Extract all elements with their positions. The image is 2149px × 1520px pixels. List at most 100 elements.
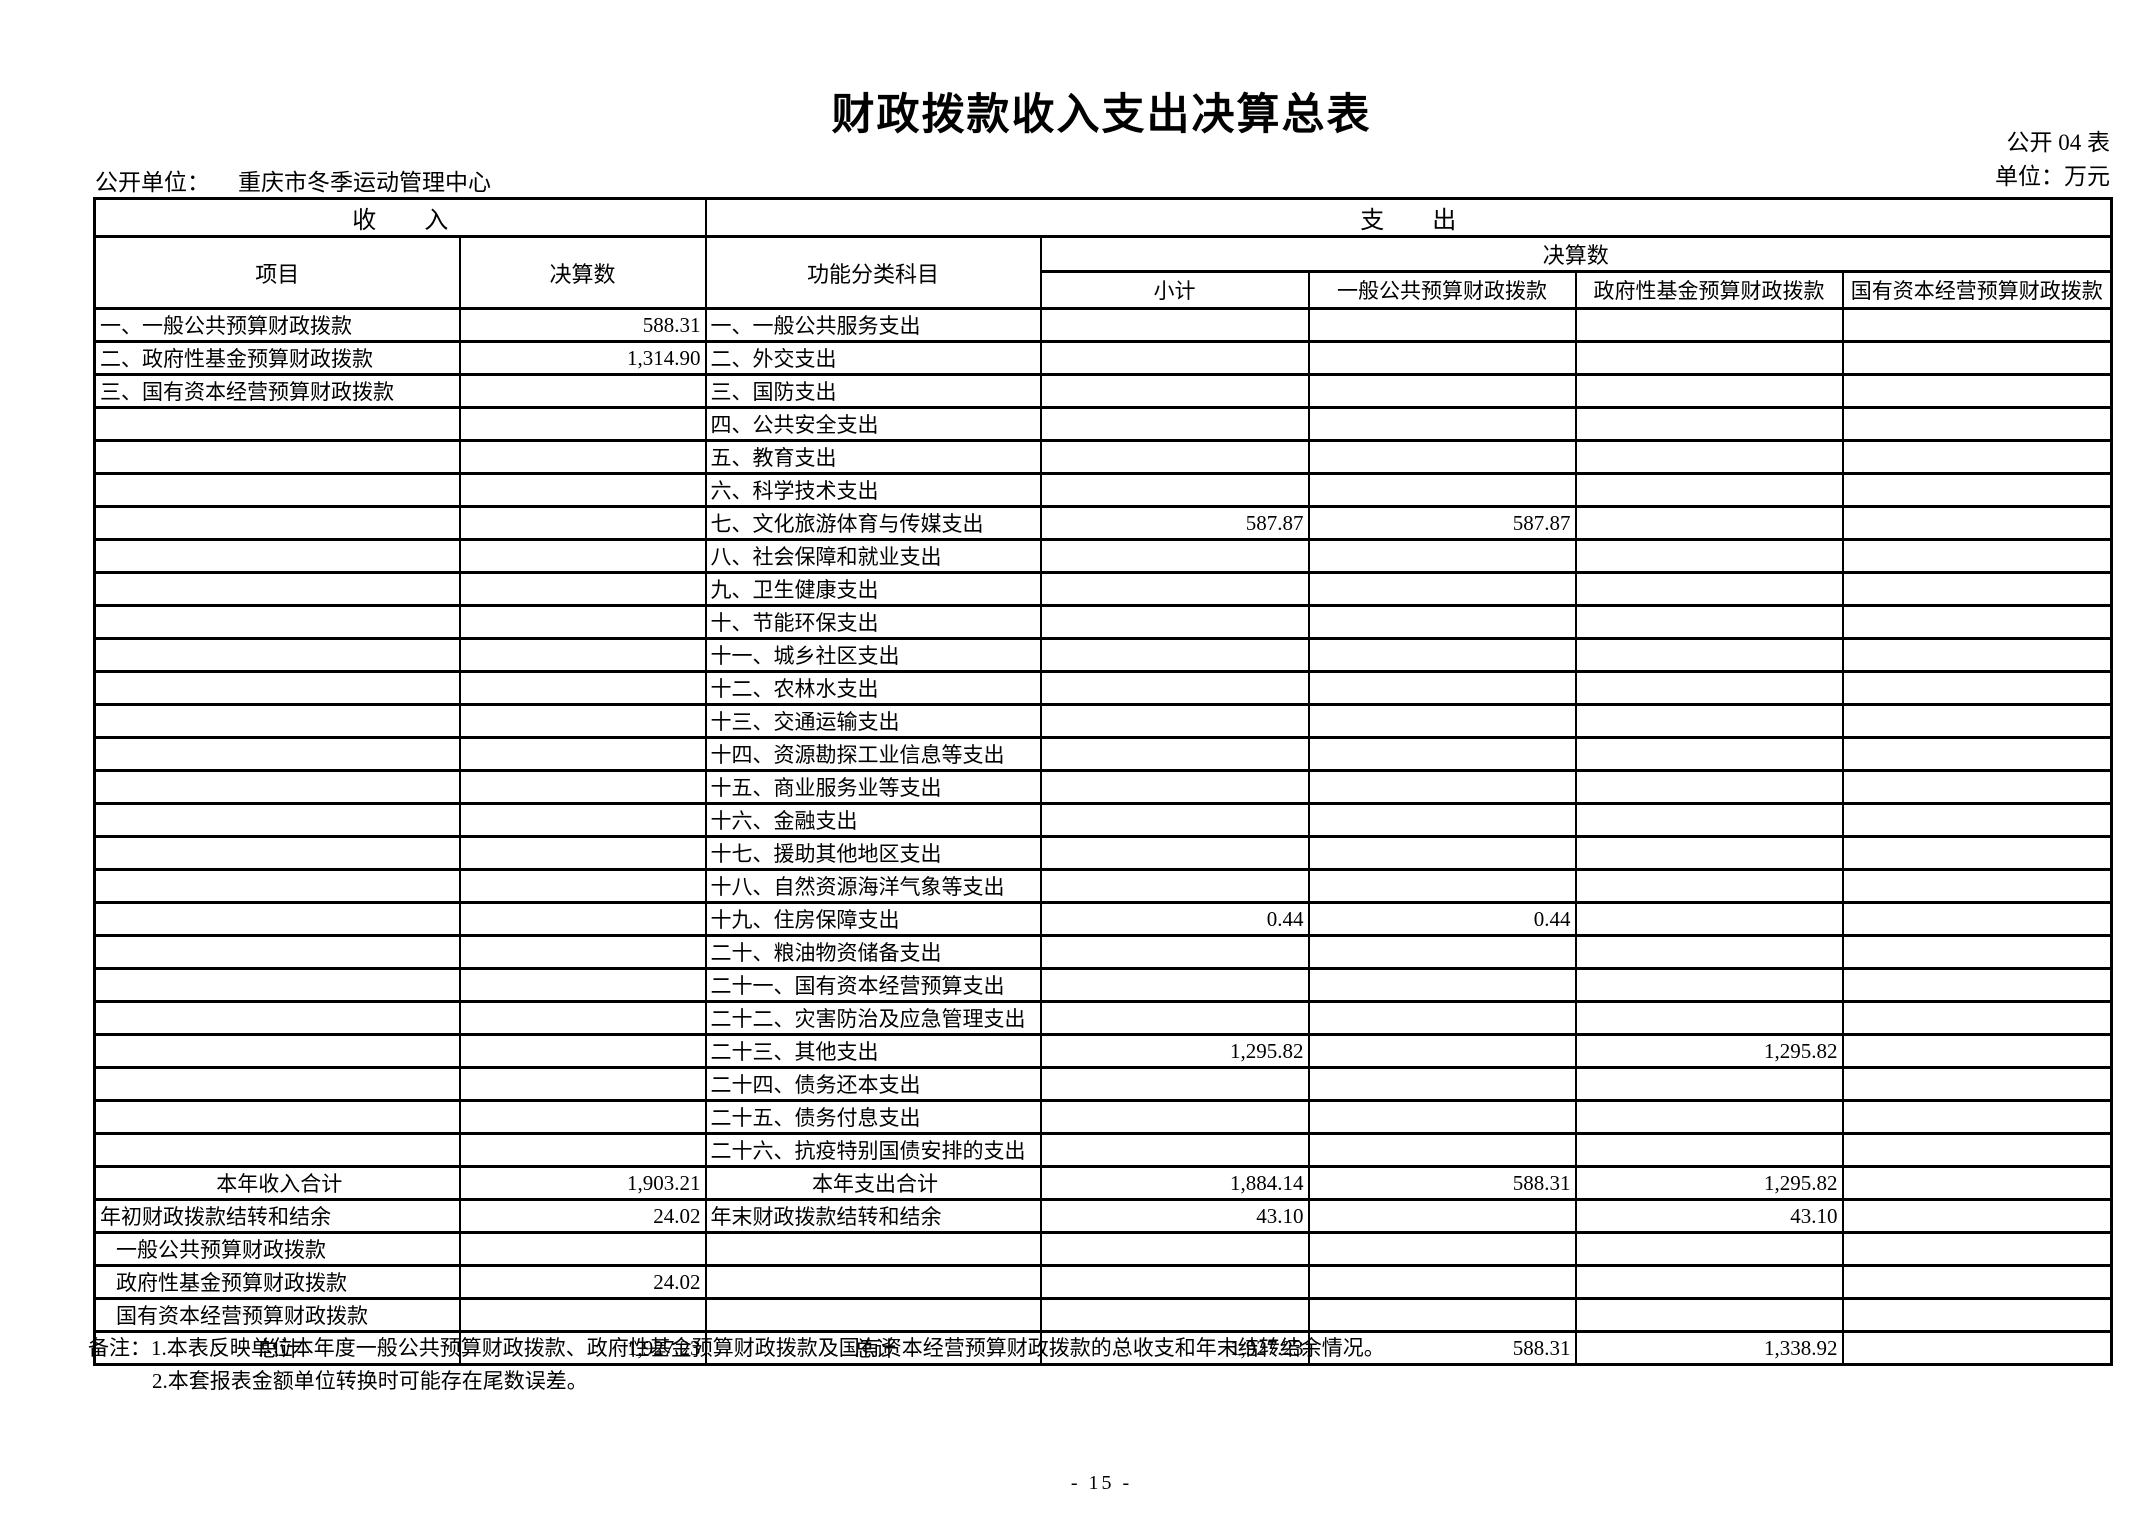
expense-general-budget-cell bbox=[1307, 637, 1577, 673]
table-row: 国有资本经营预算财政拨款 bbox=[93, 1297, 2113, 1333]
expense-subtotal-cell bbox=[1039, 472, 1310, 508]
expense-subtotal-cell bbox=[1039, 1132, 1310, 1168]
expense-state-capital-cell bbox=[1841, 373, 2113, 409]
expense-general-budget-cell: 588.31 bbox=[1307, 1165, 1577, 1201]
expense-state-capital-cell bbox=[1841, 1264, 2113, 1300]
expense-gov-fund-cell bbox=[1574, 439, 1844, 475]
expense-state-capital-cell bbox=[1841, 505, 2113, 541]
expense-subtotal-cell: 43.10 bbox=[1039, 1198, 1310, 1234]
expense-state-capital-cell bbox=[1841, 439, 2113, 475]
income-item-cell bbox=[93, 538, 461, 574]
expense-item-cell: 十二、农林水支出 bbox=[704, 670, 1042, 706]
income-item-cell: 一般公共预算财政拨款 bbox=[93, 1231, 461, 1267]
expense-general-budget-cell bbox=[1307, 1000, 1577, 1036]
expense-gov-fund-cell bbox=[1574, 1264, 1844, 1300]
expense-subtotal-cell bbox=[1039, 373, 1310, 409]
expense-gov-fund-cell bbox=[1574, 538, 1844, 574]
income-amount-cell bbox=[458, 571, 707, 607]
income-amount-cell bbox=[458, 604, 707, 640]
expense-subtotal-cell bbox=[1039, 703, 1310, 739]
income-amount-cell bbox=[458, 472, 707, 508]
income-item-cell bbox=[93, 1066, 461, 1102]
table-row: 二十六、抗疫特别国债安排的支出 bbox=[93, 1132, 2113, 1168]
expense-subtotal-cell: 0.44 bbox=[1039, 901, 1310, 937]
expense-item-cell: 十六、金融支出 bbox=[704, 802, 1042, 838]
table-row: 年初财政拨款结转和结余 24.02 年末财政拨款结转和结余 43.10 43.10 bbox=[93, 1198, 2113, 1234]
income-item-cell bbox=[93, 1132, 461, 1168]
income-amount-cell bbox=[458, 1297, 707, 1333]
expense-item-cell: 二十四、债务还本支出 bbox=[704, 1066, 1042, 1102]
expense-subtotal-cell bbox=[1039, 736, 1310, 772]
expense-item-cell: 二、外交支出 bbox=[704, 340, 1042, 376]
expense-gov-fund-cell bbox=[1574, 1297, 1844, 1333]
expense-general-budget-cell: 587.87 bbox=[1307, 505, 1577, 541]
income-item-cell bbox=[93, 769, 461, 805]
expense-gov-fund-cell: 1,295.82 bbox=[1574, 1165, 1844, 1201]
expense-general-budget-cell bbox=[1307, 1099, 1577, 1135]
expense-gov-fund-cell bbox=[1574, 703, 1844, 739]
expense-subtotal-cell bbox=[1039, 1297, 1310, 1333]
income-item-cell: 一、一般公共预算财政拨款 bbox=[93, 307, 461, 343]
income-item-cell bbox=[93, 901, 461, 937]
expense-state-capital-cell bbox=[1841, 967, 2113, 1003]
expense-state-capital-cell bbox=[1841, 1297, 2113, 1333]
expense-section-header: 支 出 bbox=[704, 197, 2113, 238]
income-item-cell bbox=[93, 736, 461, 772]
expense-general-budget-cell bbox=[1307, 1297, 1577, 1333]
expense-general-budget-cell bbox=[1307, 1231, 1577, 1267]
table-row: 十九、住房保障支出 0.44 0.44 bbox=[93, 901, 2113, 937]
expense-gov-fund-cell: 1,338.92 bbox=[1574, 1330, 1844, 1366]
income-item-cell bbox=[93, 670, 461, 706]
expense-subtotal-cell: 1,884.14 bbox=[1039, 1165, 1310, 1201]
expense-gov-fund-cell bbox=[1574, 1099, 1844, 1135]
expense-item-cell: 三、国防支出 bbox=[704, 373, 1042, 409]
expense-general-budget-cell bbox=[1307, 934, 1577, 970]
expense-subtotal-cell bbox=[1039, 1000, 1310, 1036]
income-amount-cell: 24.02 bbox=[458, 1198, 707, 1234]
expense-item-header: 功能分类科目 bbox=[704, 235, 1042, 310]
expense-item-cell: 十五、商业服务业等支出 bbox=[704, 769, 1042, 805]
page-number: - 15 - bbox=[1070, 1472, 1133, 1494]
table-row: 二十、粮油物资储备支出 bbox=[93, 934, 2113, 970]
expense-item-cell: 二十六、抗疫特别国债安排的支出 bbox=[704, 1132, 1042, 1168]
expense-item-cell: 四、公共安全支出 bbox=[704, 406, 1042, 442]
expense-state-capital-cell bbox=[1841, 1165, 2113, 1201]
expense-general-budget-cell: 0.44 bbox=[1307, 901, 1577, 937]
income-item-cell: 政府性基金预算财政拨款 bbox=[93, 1264, 461, 1300]
table-row: 二十五、债务付息支出 bbox=[93, 1099, 2113, 1135]
expense-subtotal-cell bbox=[1039, 406, 1310, 442]
table-row: 八、社会保障和就业支出 bbox=[93, 538, 2113, 574]
expense-gov-fund-cell bbox=[1574, 736, 1844, 772]
income-amount-cell bbox=[458, 802, 707, 838]
income-amount-cell bbox=[458, 868, 707, 904]
income-item-header: 项目 bbox=[93, 235, 461, 310]
table-row: 十六、金融支出 bbox=[93, 802, 2113, 838]
income-item-cell: 国有资本经营预算财政拨款 bbox=[93, 1297, 461, 1333]
expense-item-cell: 八、社会保障和就业支出 bbox=[704, 538, 1042, 574]
income-item-cell bbox=[93, 637, 461, 673]
expense-general-budget-cell bbox=[1307, 802, 1577, 838]
income-amount-cell bbox=[458, 1132, 707, 1168]
expense-subtotal-cell bbox=[1039, 967, 1310, 1003]
income-amount-cell bbox=[458, 769, 707, 805]
publishing-unit-label: 公开单位： bbox=[95, 170, 210, 195]
expense-state-capital-cell bbox=[1841, 406, 2113, 442]
income-item-cell bbox=[93, 1033, 461, 1069]
income-amount-cell: 1,927.23 bbox=[458, 1330, 707, 1366]
expense-state-capital-cell bbox=[1841, 1231, 2113, 1267]
expense-general-budget-cell bbox=[1307, 736, 1577, 772]
expense-state-capital-header: 国有资本经营预算财政拨款 bbox=[1841, 270, 2113, 310]
income-item-cell: 三、国有资本经营预算财政拨款 bbox=[93, 373, 461, 409]
table-header: 收 入 支 出 项目 决算数 功能分类科目 决算数 小计 一般公共预算财政拨款 … bbox=[93, 197, 2113, 310]
income-amount-header: 决算数 bbox=[458, 235, 707, 310]
expense-general-budget-cell bbox=[1307, 1132, 1577, 1168]
expense-state-capital-cell bbox=[1841, 769, 2113, 805]
income-item-cell bbox=[93, 604, 461, 640]
income-amount-cell bbox=[458, 505, 707, 541]
table-row: 六、科学技术支出 bbox=[93, 472, 2113, 508]
expense-general-budget-cell bbox=[1307, 1198, 1577, 1234]
income-item-cell: 二、政府性基金预算财政拨款 bbox=[93, 340, 461, 376]
expense-gov-fund-cell bbox=[1574, 604, 1844, 640]
expense-item-cell: 本年支出合计 bbox=[704, 1165, 1042, 1201]
expense-general-budget-cell bbox=[1307, 571, 1577, 607]
